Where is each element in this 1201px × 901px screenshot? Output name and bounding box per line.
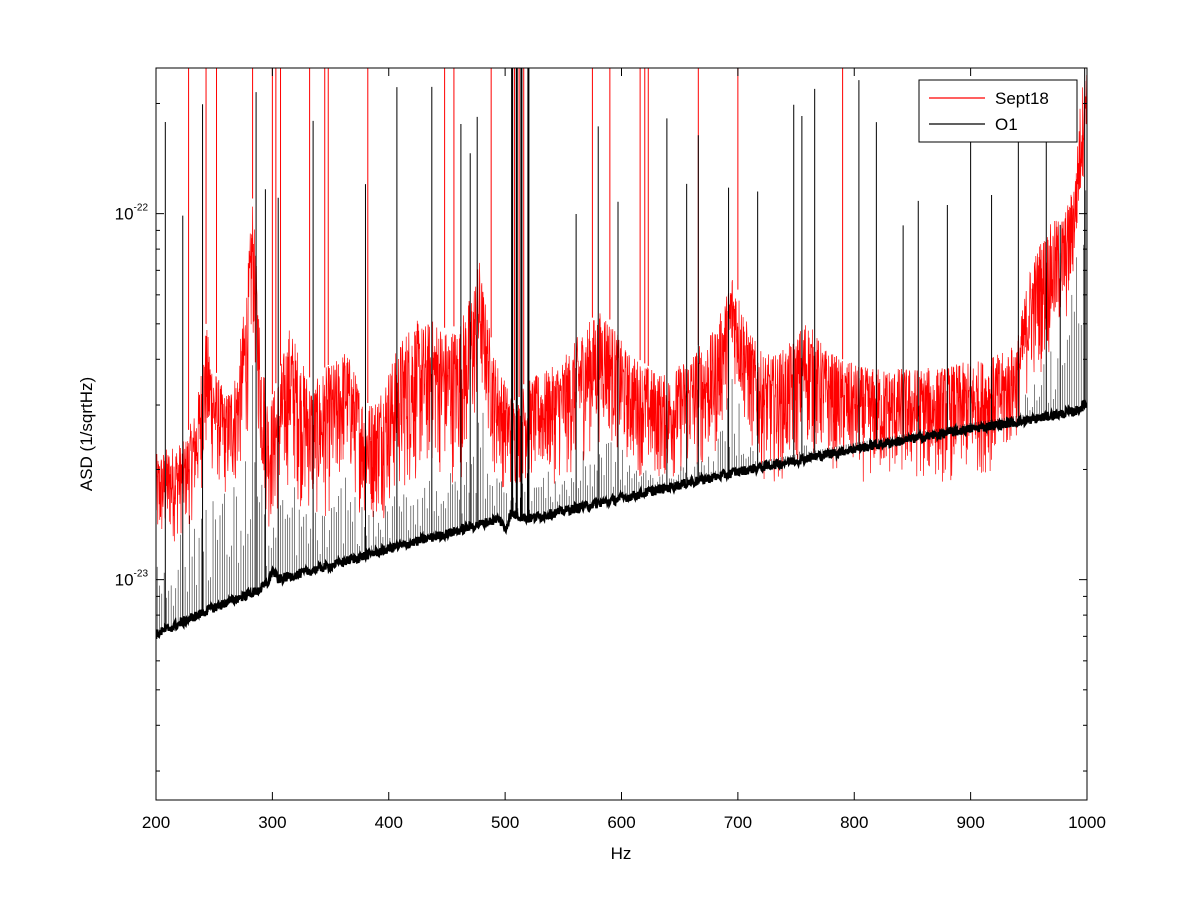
x-tick-label: 800 <box>840 813 868 832</box>
x-tick-label: 1000 <box>1068 813 1106 832</box>
legend-box <box>918 79 1078 143</box>
x-tick-label: 400 <box>375 813 403 832</box>
y-tick-label: 10-23 <box>115 569 149 590</box>
x-axis-label: Hz <box>611 844 632 863</box>
legend: Sept18 O1 <box>918 79 1078 143</box>
x-tick-label: 600 <box>607 813 635 832</box>
series-o1-line <box>156 399 1087 640</box>
x-tick-label: 900 <box>956 813 984 832</box>
tick-layer: 200 300 400 500 600 700 800 900 1000 10-23 10-22 <box>115 68 1106 832</box>
x-tick-label: 200 <box>142 813 170 832</box>
y-tick-label: 10-22 <box>115 203 149 224</box>
x-tick-label: 700 <box>724 813 752 832</box>
legend-label-o1: O1 <box>995 115 1018 134</box>
legend-label-sept18: Sept18 <box>995 89 1049 108</box>
y-axis-label: ASD (1/sqrtHz) <box>77 377 96 491</box>
series-sept18-line <box>156 75 1087 542</box>
x-tick-label: 500 <box>491 813 519 832</box>
x-tick-label: 300 <box>258 813 286 832</box>
series-layer <box>156 68 1087 640</box>
